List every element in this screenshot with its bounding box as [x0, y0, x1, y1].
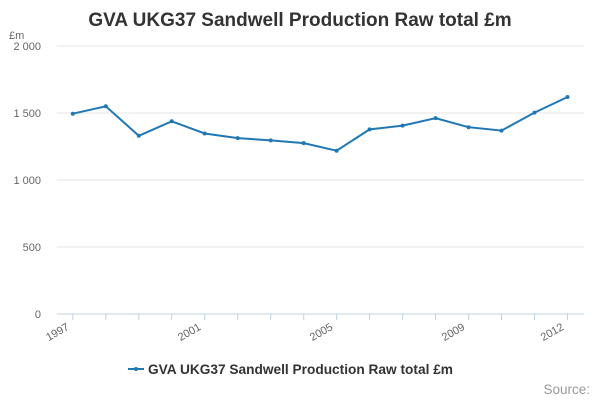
svg-text:500: 500 — [23, 242, 41, 254]
svg-text:2012: 2012 — [539, 321, 566, 344]
svg-text:Source:: Source: — [543, 382, 590, 397]
svg-text:2009: 2009 — [440, 321, 467, 344]
svg-text:2005: 2005 — [308, 321, 335, 344]
svg-text:£m: £m — [9, 30, 24, 42]
svg-text:0: 0 — [35, 309, 41, 321]
svg-text:GVA UKG37 Sandwell Production: GVA UKG37 Sandwell Production Raw total … — [148, 362, 453, 377]
svg-text:2001: 2001 — [176, 321, 203, 344]
svg-text:1 000: 1 000 — [13, 175, 41, 187]
svg-text:2 000: 2 000 — [13, 41, 41, 53]
svg-text:1 500: 1 500 — [13, 108, 41, 120]
svg-text:1997: 1997 — [44, 321, 71, 344]
